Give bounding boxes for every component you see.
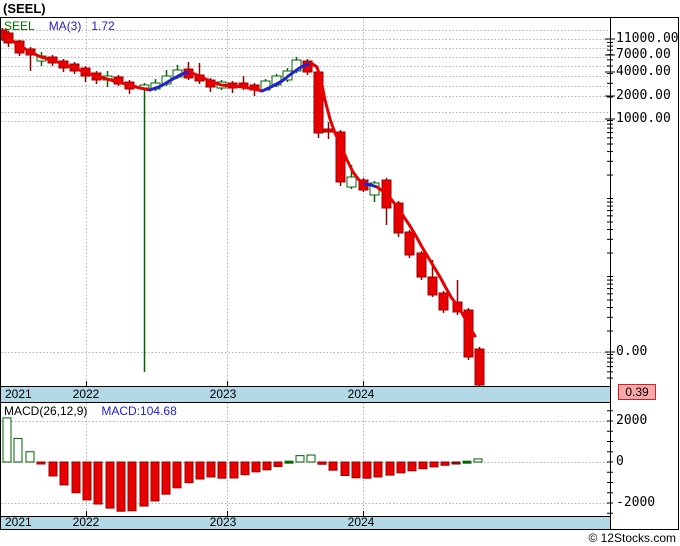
x-axis-year-band-price: 2021 2022 2023 2024 [1, 386, 610, 403]
y-axis-label: -2000 [616, 495, 656, 510]
year-label: 2022 [72, 515, 100, 529]
y-axis-label: 0.00 [616, 344, 648, 359]
copyright-text: © 12Stocks.com [588, 531, 676, 545]
y-axis-label: 0 [616, 454, 624, 469]
last-price-badge: 0.39 [618, 384, 656, 400]
year-label: 2023 [209, 387, 237, 401]
ticker-title: (SEEL) [3, 1, 46, 16]
y-axis-label: 11000.00 [616, 31, 679, 46]
y-axis-label: 2000 [616, 413, 648, 428]
year-label: 2022 [72, 387, 100, 401]
price-pane [1, 18, 610, 386]
y-axis-label: 7000.00 [616, 47, 671, 62]
y-axis-label: 1000.00 [616, 111, 671, 126]
macd-current-value: MACD:104.68 [101, 404, 177, 418]
year-label: 2024 [347, 387, 375, 401]
year-label: 2024 [347, 515, 375, 529]
macd-pane [1, 403, 610, 516]
right-axis-line [610, 18, 611, 529]
macd-legend: MACD(26,12,9) MACD:104.68 [4, 404, 177, 418]
macd-params-label: MACD(26,12,9) [4, 404, 88, 418]
ma-label: MA(3) [48, 19, 82, 33]
ma-value: 1.72 [91, 19, 115, 33]
y-axis-label: 2000.00 [616, 88, 671, 103]
x-axis-year-band-macd: 2021 2022 2023 2024 [1, 516, 610, 530]
ticker-symbol-label: SEEL [4, 19, 35, 33]
y-axis-label: 4000.00 [616, 64, 671, 79]
price-legend: SEEL MA(3) 1.72 [4, 19, 115, 33]
year-label: 2021 [5, 515, 32, 529]
year-label: 2023 [209, 515, 237, 529]
year-label: 2021 [5, 387, 32, 401]
